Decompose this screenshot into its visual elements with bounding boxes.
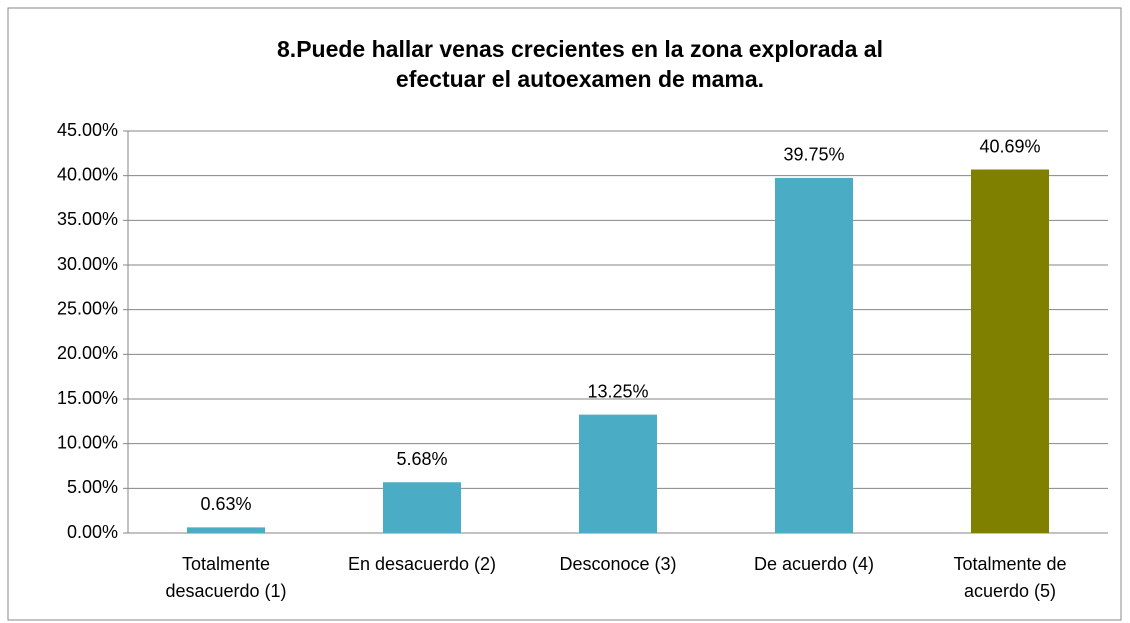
x-tick-label: Totalmente de acuerdo (5) — [953, 554, 1067, 601]
x-tick-label: Totalmente desacuerdo (1) — [165, 554, 287, 601]
bar — [579, 414, 657, 533]
y-tick-label: 30.00% — [57, 254, 118, 274]
x-tick-label: En desacuerdo (2) — [347, 554, 497, 574]
y-tick-label: 15.00% — [57, 388, 118, 408]
bar — [775, 177, 853, 533]
x-tick-label: De acuerdo (4) — [753, 554, 875, 574]
bar — [187, 527, 265, 533]
chart-title: 8.Puede hallar venas crecientes en la zo… — [277, 36, 883, 92]
data-label: 0.63% — [200, 494, 251, 514]
y-tick-label: 35.00% — [57, 209, 118, 229]
data-label: 13.25% — [587, 381, 648, 401]
chart-border — [7, 7, 1122, 621]
y-tick-label: 45.00% — [57, 120, 118, 140]
data-label: 5.68% — [396, 449, 447, 469]
y-tick-label: 0.00% — [67, 522, 118, 542]
y-tick-label: 5.00% — [67, 477, 118, 497]
y-tick-label: 20.00% — [57, 343, 118, 363]
y-tick-label: 40.00% — [57, 164, 118, 184]
bar — [971, 169, 1049, 533]
x-tick-label: Desconoce (3) — [559, 554, 677, 574]
y-tick-label: 10.00% — [57, 432, 118, 452]
data-label: 39.75% — [783, 145, 844, 165]
y-tick-label: 25.00% — [57, 298, 118, 318]
data-label: 40.69% — [979, 136, 1040, 156]
bar — [383, 482, 461, 533]
